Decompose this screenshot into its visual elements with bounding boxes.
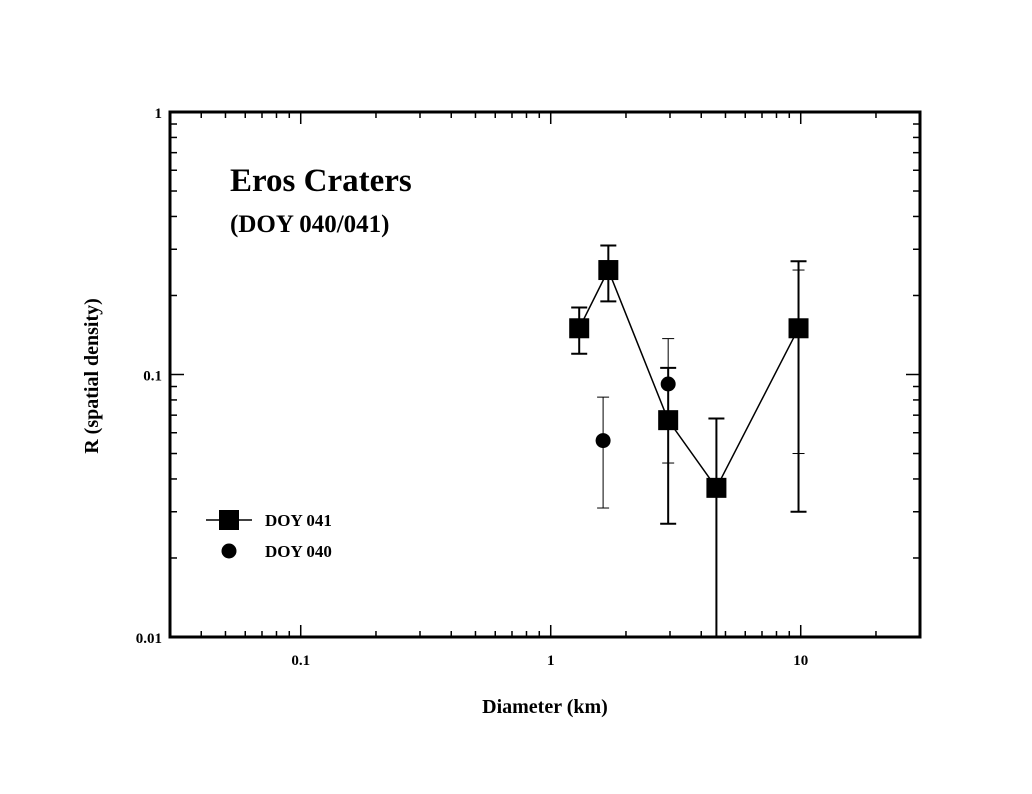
x-tick-label: 10 (793, 653, 808, 669)
legend: DOY 041 DOY 040 (206, 510, 332, 561)
data-series (569, 244, 809, 637)
legend-label-doy-041: DOY 041 (265, 511, 332, 530)
doy-040-point (595, 433, 611, 449)
x-tick-label: 0.1 (291, 653, 310, 669)
doy-041-point (658, 410, 679, 431)
chart-subtitle: (DOY 040/041) (230, 211, 389, 238)
legend-item-doy-041: DOY 041 (206, 510, 332, 530)
axis-ticks: 0.1 1 10 0.01 0.1 1 (136, 106, 921, 669)
chart-title: Eros Craters (230, 163, 412, 199)
x-axis-title: Diameter (km) (482, 696, 608, 718)
doy-041-point (706, 477, 727, 498)
doy-041-point (788, 318, 809, 339)
legend-circle-marker (221, 543, 237, 559)
x-tick-label: 1 (547, 653, 555, 669)
y-tick-label: 0.1 (143, 369, 162, 385)
y-axis-title: R (spatial density) (81, 298, 103, 454)
doy-041-point (569, 318, 590, 339)
legend-label-doy-040: DOY 040 (265, 542, 332, 561)
legend-item-doy-040: DOY 040 (221, 542, 332, 561)
legend-square-marker (219, 510, 239, 530)
y-tick-label: 1 (155, 106, 163, 122)
y-tick-label: 0.01 (136, 631, 162, 647)
doy-041-line (578, 268, 800, 490)
doy-041-point (598, 260, 619, 281)
